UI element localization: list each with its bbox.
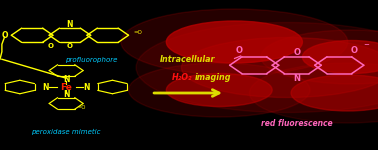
Ellipse shape xyxy=(121,9,348,75)
Ellipse shape xyxy=(166,74,272,106)
Ellipse shape xyxy=(249,63,378,123)
Text: =O: =O xyxy=(133,30,143,35)
Ellipse shape xyxy=(302,40,378,74)
Text: Fe: Fe xyxy=(60,82,72,91)
Ellipse shape xyxy=(261,30,378,84)
Ellipse shape xyxy=(181,38,378,98)
Text: N: N xyxy=(293,74,300,83)
Text: O: O xyxy=(293,48,300,57)
Text: peroxidase mimetic: peroxidase mimetic xyxy=(31,129,101,135)
Text: O: O xyxy=(350,46,358,55)
Ellipse shape xyxy=(166,21,302,63)
Ellipse shape xyxy=(129,63,310,117)
Text: N: N xyxy=(42,82,49,91)
Ellipse shape xyxy=(136,22,378,112)
Text: O: O xyxy=(1,31,8,40)
Text: H₂O₂: H₂O₂ xyxy=(172,74,192,82)
Text: N: N xyxy=(63,75,70,84)
Text: O: O xyxy=(236,46,243,55)
Text: O: O xyxy=(48,43,54,49)
Text: profluorophore: profluorophore xyxy=(65,57,117,63)
Text: Intracellular: Intracellular xyxy=(160,56,215,64)
Text: N: N xyxy=(84,82,90,91)
Text: N: N xyxy=(67,20,73,29)
Text: N: N xyxy=(63,90,70,99)
Text: red fluorescence: red fluorescence xyxy=(261,118,333,127)
Text: O: O xyxy=(67,43,73,49)
Text: −: − xyxy=(363,42,369,48)
Text: =O: =O xyxy=(77,105,85,110)
Ellipse shape xyxy=(291,75,378,111)
Text: imaging: imaging xyxy=(195,74,231,82)
